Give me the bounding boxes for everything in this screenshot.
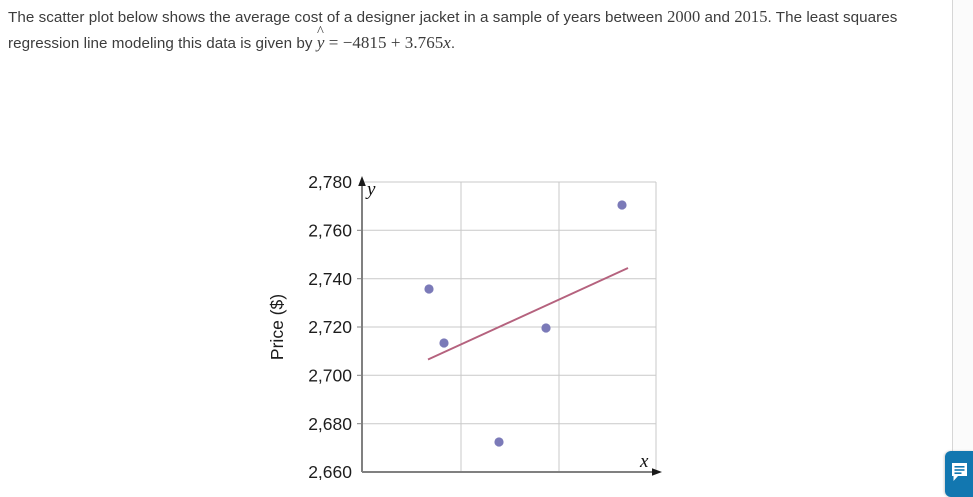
equation-equals: = xyxy=(328,33,339,52)
equation-slope: 3.765 xyxy=(404,33,444,52)
y-tick-label-2660: 2,660 xyxy=(308,462,352,480)
regression-equation: y = −4815 + 3.765x xyxy=(317,33,451,52)
y-tick-label-2720: 2,720 xyxy=(308,317,352,337)
y-axis-variable-label: y xyxy=(365,179,376,200)
data-point xyxy=(541,323,551,333)
problem-period: . xyxy=(450,35,456,52)
page-divider xyxy=(952,0,953,497)
data-points xyxy=(424,200,627,447)
y-tick-label-2780: 2,780 xyxy=(308,172,352,192)
equation-y-hat: y xyxy=(317,30,325,55)
data-point xyxy=(439,338,449,348)
y-tick-marks xyxy=(357,229,362,425)
problem-text-part-2: and xyxy=(700,9,735,26)
data-point xyxy=(494,437,504,447)
regression-line xyxy=(427,267,629,361)
equation-x-variable: x xyxy=(443,33,451,52)
y-tick-labels: 2,780 2,760 2,740 2,720 2,700 2,680 2,66… xyxy=(308,172,352,480)
y-tick-label-2680: 2,680 xyxy=(308,414,352,434)
scatter-plot-figure: 2,780 2,760 2,740 2,720 2,700 2,680 2,66… xyxy=(0,60,760,480)
x-axis-variable-label: x xyxy=(639,451,649,472)
grid-lines xyxy=(362,181,657,472)
x-axis-arrow xyxy=(652,468,662,476)
equation-intercept: −4815 xyxy=(342,33,387,52)
scatter-plot-svg: 2,780 2,760 2,740 2,720 2,700 2,680 2,66… xyxy=(267,172,662,480)
data-point xyxy=(617,200,627,210)
right-gutter xyxy=(953,0,973,497)
y-tick-label-2740: 2,740 xyxy=(308,269,352,289)
problem-text-part-1: The scatter plot below shows the average… xyxy=(8,9,668,26)
problem-year-start: 2000 xyxy=(667,7,701,26)
y-tick-label-2700: 2,700 xyxy=(308,366,352,386)
axes xyxy=(358,176,662,476)
y-tick-label-2760: 2,760 xyxy=(308,221,352,241)
problem-year-end: 2015 xyxy=(734,7,768,26)
data-point xyxy=(424,284,434,294)
problem-text-part-3: . The least squares regression line mode… xyxy=(8,9,898,52)
problem-statement: The scatter plot below shows the average… xyxy=(8,4,928,56)
y-axis-title: Price ($) xyxy=(267,294,287,360)
feedback-tab-button[interactable] xyxy=(945,451,973,497)
equation-plus: + xyxy=(390,33,401,52)
feedback-bubble-icon xyxy=(952,463,967,481)
y-axis-arrow xyxy=(358,176,366,186)
